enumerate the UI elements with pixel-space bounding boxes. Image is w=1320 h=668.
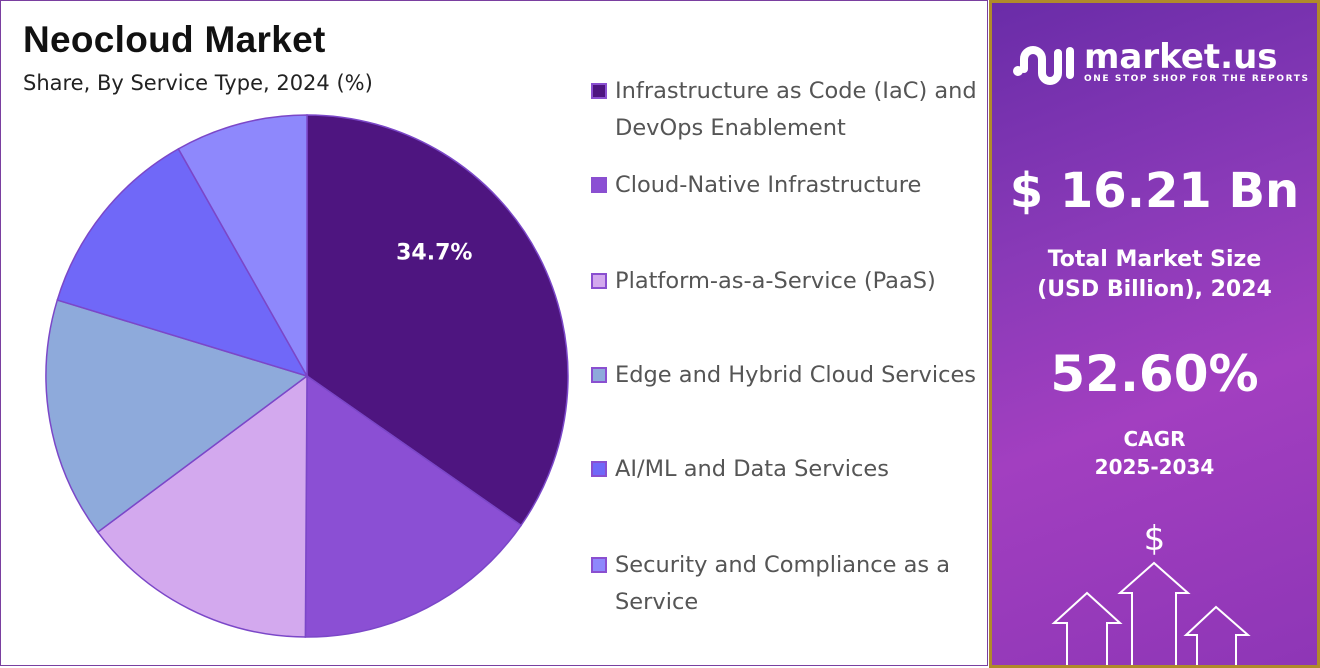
pie-slice (96, 374, 308, 638)
pie-slice (45, 299, 309, 534)
legend-swatch (591, 367, 607, 383)
dollar-icon: $ (1143, 519, 1166, 559)
cagr-label: CAGR (1123, 427, 1186, 451)
cagr-period: 2025-2034 (1094, 455, 1215, 479)
market-size-label: Total Market Size (1047, 247, 1262, 272)
pie-slice (177, 114, 308, 379)
legend-item: Edge and Hybrid Cloud Services (591, 357, 981, 394)
legend-swatch (591, 273, 607, 289)
legend-item: Security and Compliance as a Service (591, 547, 981, 621)
chart-area: Neocloud Market Share, By Service Type, … (0, 0, 988, 666)
pie-chart: 34.7% (45, 114, 569, 638)
legend-label: Cloud-Native Infrastructure (615, 172, 922, 198)
legend-swatch (591, 461, 607, 477)
logo-icon (1013, 46, 1074, 85)
legend-label: Infrastructure as Code (IaC) and DevOps … (615, 78, 977, 141)
chart-title: Neocloud Market (23, 19, 326, 60)
legend-item: Infrastructure as Code (IaC) and DevOps … (591, 73, 981, 147)
chart-subtitle: Share, By Service Type, 2024 (%) (23, 71, 373, 95)
market-us-logo: market.us ONE STOP SHOP FOR THE REPORTS (1012, 39, 1310, 85)
legend-swatch (591, 177, 607, 193)
market-size-value: $ 16.21 Bn (1009, 163, 1300, 219)
pie-slice (56, 147, 309, 378)
legend-item: AI/ML and Data Services (591, 451, 981, 488)
logo-tagline: ONE STOP SHOP FOR THE REPORTS (1084, 74, 1310, 84)
data-label: 34.7% (396, 241, 472, 266)
legend-label: AI/ML and Data Services (615, 456, 889, 482)
summary-panel: market.us ONE STOP SHOP FOR THE REPORTS … (989, 0, 1320, 668)
legend-label: Security and Compliance as a Service (615, 552, 951, 615)
legend-item: Platform-as-a-Service (PaaS) (591, 263, 981, 300)
pie-slice (304, 374, 523, 638)
market-size-year: (USD Billion), 2024 (1037, 277, 1272, 302)
growth-arrows-icon (1051, 561, 1251, 665)
logo-name: market.us (1084, 37, 1278, 77)
cagr-value: 52.60% (1050, 345, 1259, 403)
legend-swatch (591, 557, 607, 573)
pie-slice (306, 114, 569, 527)
legend-item: Cloud-Native Infrastructure (591, 167, 981, 204)
legend-label: Edge and Hybrid Cloud Services (615, 362, 977, 388)
legend-swatch (591, 83, 607, 99)
legend-label: Platform-as-a-Service (PaaS) (615, 268, 936, 294)
